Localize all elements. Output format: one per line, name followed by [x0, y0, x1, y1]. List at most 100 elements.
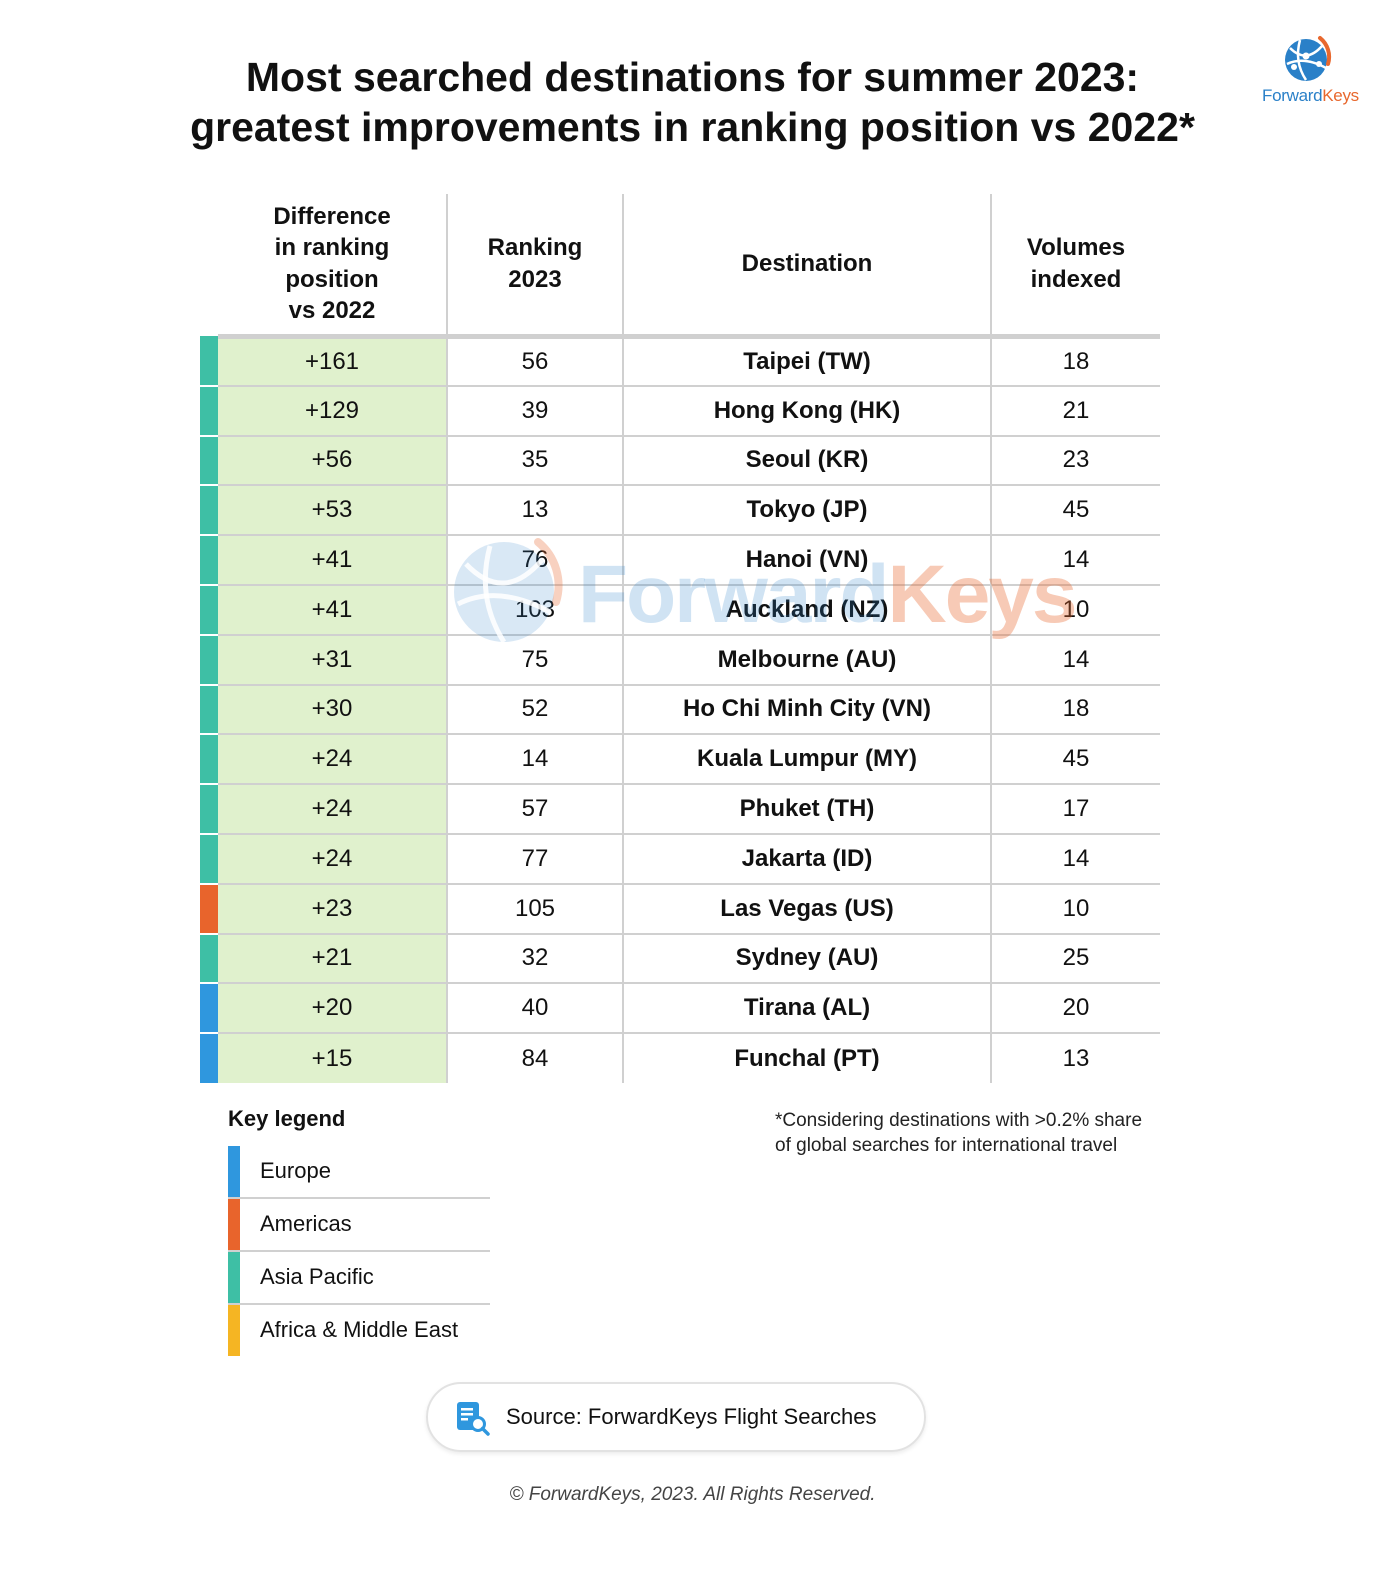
header-region-spacer — [200, 194, 218, 336]
volume-cell: 20 — [991, 983, 1160, 1035]
table-row: +31 75 Melbourne (AU) 14 — [200, 634, 1160, 686]
rank-cell: 52 — [447, 684, 624, 736]
diff-cell: +24 — [218, 833, 448, 885]
destination-cell: Sydney (AU) — [623, 933, 992, 985]
footnote: *Considering destinations with >0.2% sha… — [775, 1108, 1195, 1158]
destination-cell: Jakarta (ID) — [623, 833, 992, 885]
globe-icon — [1285, 36, 1332, 81]
destination-cell: Taipei (TW) — [623, 336, 992, 387]
rank-cell: 13 — [447, 485, 624, 537]
legend-label: Europe — [260, 1158, 331, 1183]
legend-items: Europe Americas Asia Pacific Africa & Middl… — [228, 1146, 490, 1358]
diff-cell: +30 — [218, 684, 448, 736]
destination-cell: Auckland (NZ) — [623, 584, 992, 636]
chart-title-line-1: Most searched destinations for summer 20… — [245, 54, 1140, 100]
diff-cell: +41 — [218, 584, 448, 636]
region-color-bar — [200, 385, 218, 437]
volume-cell: 13 — [1062, 1044, 1090, 1072]
logo-text-forward: Forward — [1262, 86, 1323, 105]
rank-cell: 75 — [447, 634, 624, 686]
table-row: +21 32 Sydney (AU) 25 — [200, 933, 1160, 985]
header-rank: Ranking 2023 — [447, 194, 624, 339]
table-row: +41 103 Auckland (NZ) 10 — [200, 584, 1160, 636]
legend-title: Key legend — [228, 1106, 346, 1131]
table-row: +24 14 Kuala Lumpur (MY) 45 — [200, 734, 1160, 786]
header-destination: Destination — [623, 194, 992, 339]
table-row: +161 56 Taipei (TW) 18 — [200, 336, 1160, 387]
header-rank-line: Ranking — [487, 234, 583, 262]
destination-cell: Melbourne (AU) — [623, 634, 992, 686]
rank-cell: 35 — [447, 435, 624, 487]
region-color-bar — [200, 1033, 218, 1083]
region-color-bar — [200, 833, 218, 885]
rank-cell: 103 — [447, 584, 624, 636]
diff-cell: +161 — [218, 336, 448, 387]
volume-cell: 25 — [991, 933, 1160, 985]
region-color-bar — [200, 584, 218, 636]
table-row: +23 105 Las Vegas (US) 10 — [200, 883, 1160, 935]
header-diff-line: position — [285, 265, 379, 293]
destination-cell: Hanoi (VN) — [623, 535, 992, 586]
region-color-bar — [200, 883, 218, 935]
diff-cell: +20 — [218, 983, 448, 1035]
forwardkeys-logo: ForwardKeys — [1262, 34, 1359, 114]
rank-cell: 39 — [447, 385, 624, 437]
region-color-bar — [200, 634, 218, 686]
volume-cell: 14 — [991, 833, 1160, 885]
destination-cell: Tokyo (JP) — [623, 485, 992, 537]
region-color-bar — [200, 734, 218, 786]
destination-cell: Hong Kong (HK) — [623, 385, 992, 437]
diff-cell: +23 — [218, 883, 448, 935]
volume-cell: 18 — [991, 684, 1160, 736]
logo-wordmark: ForwardKeys — [1262, 86, 1359, 106]
region-color-bar — [200, 933, 218, 985]
legend-label: Asia Pacific — [260, 1264, 374, 1289]
volume-cell: 14 — [991, 535, 1160, 586]
volume-cell: 14 — [991, 634, 1160, 686]
legend-item: Asia Pacific — [228, 1252, 490, 1305]
header-rank-line: 2023 — [508, 265, 562, 293]
footnote-line-1: *Considering destinations with >0.2% sha… — [775, 1110, 1143, 1131]
diff-cell: +129 — [218, 385, 448, 437]
destination-cell: Kuala Lumpur (MY) — [623, 734, 992, 786]
source-badge: Source: ForwardKeys Flight Searches — [426, 1382, 926, 1452]
rank-cell: 105 — [447, 883, 624, 935]
legend-swatch — [228, 1199, 240, 1250]
table-body: +161 56 Taipei (TW) 18 +129 39 Hong Kong (HK) 2… — [200, 336, 1160, 1083]
region-color-bar — [200, 535, 218, 586]
chart-title: Most searched destinations for summer 20… — [0, 52, 1385, 152]
diff-cell: +56 — [218, 435, 448, 487]
copyright: © ForwardKeys, 2023. All Rights Reserved… — [509, 1484, 876, 1505]
key-legend: Key legend Europe Americas Asia Pacific Afr… — [228, 1106, 490, 1358]
region-color-bar — [200, 784, 218, 835]
table-row: +41 76 Hanoi (VN) 14 — [200, 535, 1160, 586]
diff-cell: +15 — [218, 1033, 448, 1083]
legend-swatch — [228, 1146, 240, 1197]
destination-cell: Funchal (PT) — [623, 1033, 992, 1083]
destination-cell: Las Vegas (US) — [623, 883, 992, 935]
destination-cell: Seoul (KR) — [623, 435, 992, 487]
header-volumes: Volumes indexed — [991, 194, 1160, 339]
diff-cell: +21 — [218, 933, 448, 985]
rank-cell: 84 — [447, 1033, 624, 1083]
legend-item: Africa & Middle East — [228, 1305, 490, 1358]
rank-cell: 32 — [447, 933, 624, 985]
volume-cell: 45 — [991, 485, 1160, 537]
diff-cell: +24 — [218, 784, 448, 835]
rank-cell: 77 — [447, 833, 624, 885]
header-volumes-line: indexed — [1030, 265, 1122, 293]
table-row: +129 39 Hong Kong (HK) 21 — [200, 385, 1160, 437]
table-row: +15 84 Funchal (PT) 13 — [200, 1033, 1160, 1083]
legend-item: Americas — [228, 1199, 490, 1252]
diff-cell: +31 — [218, 634, 448, 686]
region-color-bar — [200, 684, 218, 736]
chart-title-line-2: greatest improvements in ranking positio… — [190, 104, 1195, 150]
diff-cell: +53 — [218, 485, 448, 537]
rank-cell: 40 — [447, 983, 624, 1035]
volume-cell: 17 — [991, 784, 1160, 835]
header-destination-line: Destination — [741, 250, 873, 277]
legend-swatch — [228, 1305, 240, 1356]
region-color-bar — [200, 435, 218, 487]
header-diff-line: Difference — [273, 202, 391, 230]
destination-cell: Ho Chi Minh City (VN) — [623, 684, 992, 736]
